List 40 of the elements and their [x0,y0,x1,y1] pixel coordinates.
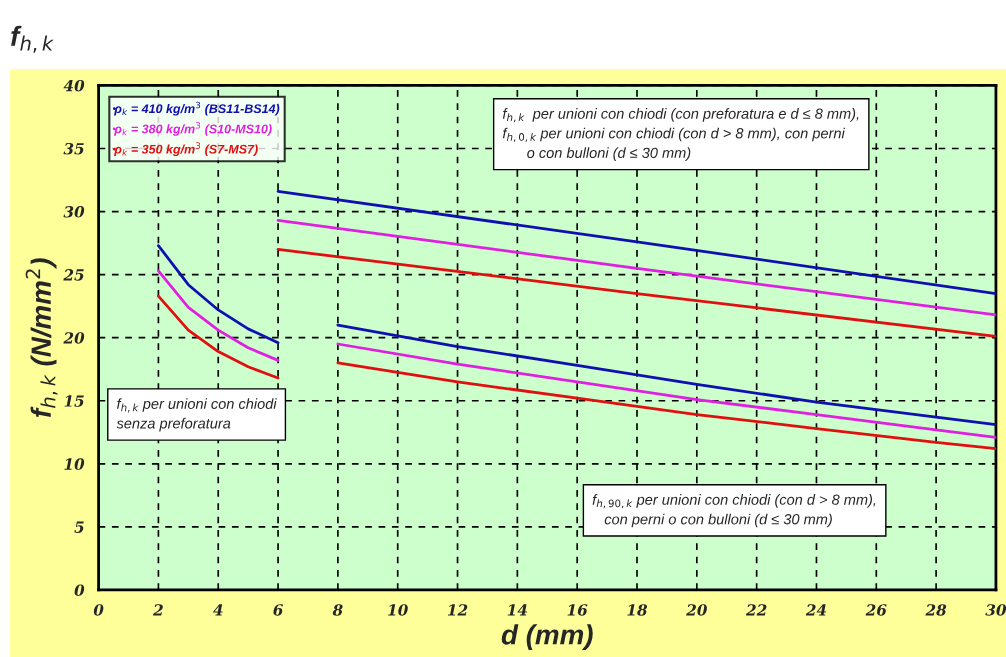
legend-label: ρ$_{k}$ = 410 kg/m$^{3}$ (BS11-BS14) [114,101,280,116]
line-series [157,294,280,380]
x-tick-label: 8 [332,604,343,616]
y-tick-label: 40 [63,79,85,92]
x-tick-label: 0 [93,604,104,616]
legend-label: ρ$_{k}$ = 380 kg/m$^{3}$ (S10-MS10) [114,121,272,136]
x-axis-title: d (mm) [501,624,593,651]
line-series [157,244,280,345]
y-tick-label: 0 [74,584,85,597]
chart-title: f$_{h,k}$ [11,25,54,53]
line-series [157,269,280,362]
y-tick-label: 30 [63,206,85,218]
x-tick-label: 18 [627,604,648,616]
x-tick-label: 4 [213,604,223,616]
x-tick-label: 2 [153,604,163,616]
x-tick-label: 22 [745,604,767,616]
x-tick-label: 12 [447,604,468,616]
x-tick-label: 6 [273,604,284,616]
y-tick-label: 25 [63,269,84,281]
x-tick-label: 16 [567,604,588,616]
y-tick-label: 35 [63,142,84,155]
legend-label: ρ$_{k}$ = 350 kg/m$^{3}$ (S7-MS7) [114,142,258,157]
text: f$_{h,k}$ per unioni con chiodi (con preforatura e d ≤ 8 mm), f$_{h,0,k}$ per unioni con chiodi (con d > 8 mm), con perni o con bulloni (d ≤ 30 mm) [502,108,859,161]
x-tick-label: 10 [388,604,408,616]
x-tick-label: 24 [805,604,827,616]
line-series [336,342,996,439]
y-axis-title: f$_{h,k}$ (N/mm$^{2}$) [25,258,58,418]
x-tick-label: 20 [686,604,707,616]
y-tick-label: 10 [64,458,85,470]
line-series [336,323,996,427]
x-tick-label: 26 [865,604,887,616]
x-tick-label: 30 [985,604,1006,616]
annotation: f$_{h,90,k}$ per unioni con chiodi (con d > 8 mm), con perni o con bulloni (d ≤ 30 mm) [592,494,876,528]
y-tick-label: 20 [63,332,85,344]
annotation: f$_{h,k}$ per unioni con chiodi senza preforatura [116,398,277,432]
y-tick-label: 15 [64,395,84,407]
y-tick-label: 5 [74,521,84,533]
x-tick-label: 28 [925,604,947,616]
line-series [336,361,996,451]
x-tick-label: 14 [507,604,528,616]
